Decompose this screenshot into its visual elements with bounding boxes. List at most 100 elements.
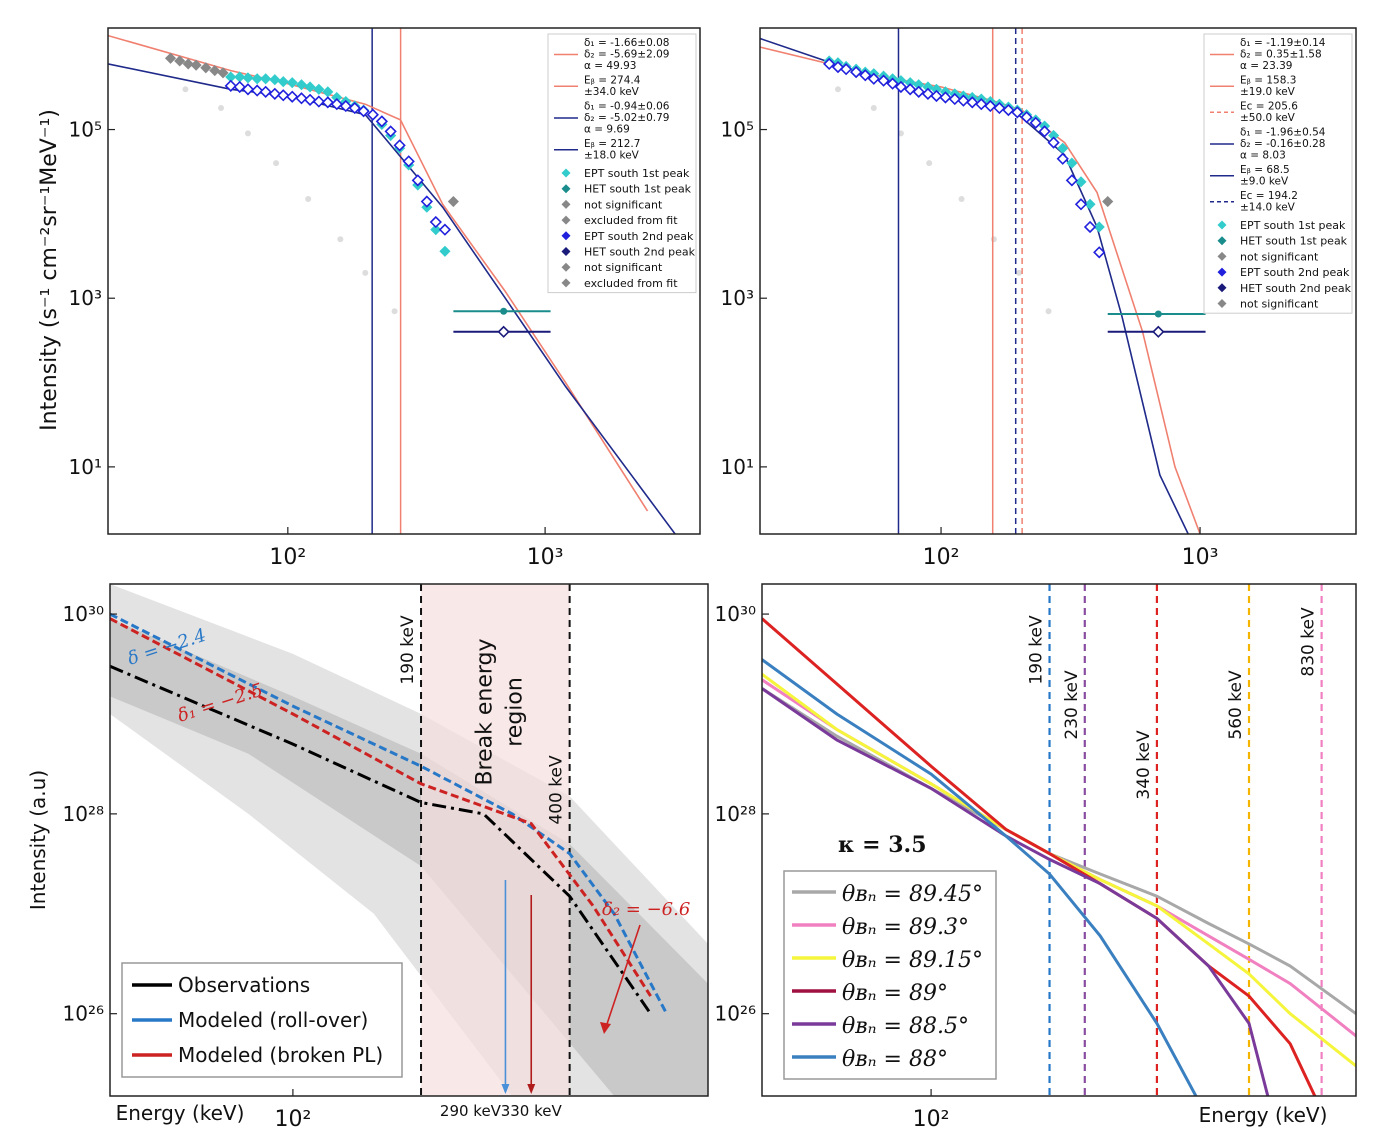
break-arrow-label: 330 keV (501, 1102, 563, 1120)
legend-entry: Eᵦ = 68.5 (1240, 164, 1290, 176)
background-data-point (870, 105, 877, 112)
data-point (321, 96, 334, 109)
data-point (867, 72, 880, 85)
legend-marker-swatch (1217, 267, 1227, 277)
data-point (1029, 116, 1042, 130)
plot-frame (759, 27, 1357, 535)
data-point (200, 62, 212, 74)
x-tick-label: 10³ (1182, 545, 1219, 570)
fit-line (760, 46, 1201, 534)
data-point (190, 59, 202, 71)
y-tick-label: 10¹ (69, 455, 102, 479)
y-tick-label: 10²⁸ (715, 802, 756, 826)
break-energy-region-label: Break energy (472, 638, 497, 785)
y-tick-label: 10²⁶ (715, 1002, 756, 1026)
legend-entry: ±14.0 keV (1240, 202, 1296, 214)
legend-entry: HET south 1st peak (584, 183, 692, 196)
legend-entry: excluded from fit (584, 214, 678, 227)
legend-marker-swatch (561, 199, 571, 209)
data-point (1038, 125, 1051, 138)
legend-entry: δ₂ = -0.16±0.28 (1240, 138, 1325, 150)
legend-entry: α = 9.69 (584, 124, 630, 136)
legend-entry: θʙₙ = 89.45° (842, 882, 983, 907)
data-point (439, 245, 451, 257)
data-point (1093, 221, 1105, 233)
data-point (1020, 111, 1033, 124)
background-data-point (958, 196, 965, 203)
legend-entry: not significant (1240, 250, 1319, 263)
legend-marker-swatch (561, 262, 571, 272)
data-point (295, 92, 308, 105)
background-data-point (244, 130, 251, 137)
background-data-point (1016, 269, 1023, 276)
background-data-point (990, 236, 997, 243)
legend-entry: Modeled (roll-over) (178, 1008, 368, 1032)
legend-entry: α = 49.93 (584, 60, 636, 72)
legend-entry: ±50.0 keV (1240, 112, 1296, 124)
legend-entry: Modeled (broken PL) (178, 1043, 383, 1067)
background-data-point (897, 130, 904, 137)
legend-entry: EPT south 1st peak (1240, 219, 1346, 232)
data-point (182, 58, 194, 70)
legend-entry: Eᵦ = 212.7 (584, 138, 640, 150)
data-point (1074, 198, 1088, 211)
legend-box (1203, 33, 1353, 314)
legend-entry: θʙₙ = 89.3° (842, 915, 969, 940)
break-energy-region (421, 584, 570, 1096)
data-point (224, 79, 237, 92)
legend-entry: ±34.0 keV (584, 86, 640, 98)
background-data-point (218, 105, 225, 112)
break-arrow-head (501, 1084, 510, 1094)
kappa-label: κ = 3.5 (838, 832, 927, 858)
legend-entry: Eᴄ = 194.2 (1240, 190, 1298, 202)
data-point (269, 74, 281, 86)
break-arrow-head (527, 1084, 536, 1094)
x-axis-label-bottom-left: Energy (keV) (116, 1101, 245, 1125)
legend-entry: θʙₙ = 88.5° (842, 1014, 969, 1039)
data-point (251, 73, 263, 85)
data-point (277, 89, 290, 102)
y-tick-label: 10⁵ (69, 118, 102, 142)
data-point (438, 223, 452, 236)
legend-entry: Eᴄ = 205.6 (1240, 101, 1298, 113)
data-point (993, 101, 1006, 115)
plot-frame (109, 583, 709, 1097)
data-point (375, 115, 388, 128)
data-point (1011, 106, 1024, 119)
legend-entry: θʙₙ = 88° (842, 1047, 948, 1072)
y-tick-label: 10²⁶ (63, 1002, 104, 1026)
data-point (939, 91, 952, 104)
data-point (859, 69, 872, 82)
data-point (1065, 174, 1079, 187)
legend-marker-swatch (561, 278, 571, 288)
legend-box (783, 870, 997, 1080)
panel-bottom-right: 190 keV 230 keV 340 keV 560 keV 830 keV κ = 3… (715, 583, 1357, 1132)
legend-marker-swatch (1217, 236, 1227, 246)
data-point (839, 63, 853, 76)
y-tick-label: 10³⁰ (63, 602, 104, 626)
data-point (339, 99, 352, 113)
energy-line-label: 340 keV (1134, 730, 1154, 800)
x-tick-label: 10² (913, 1107, 950, 1132)
data-point (174, 55, 186, 67)
data-point (420, 195, 433, 208)
data-point (849, 65, 863, 79)
model-line (110, 664, 652, 1015)
legend-entry: excluded from fit (584, 277, 678, 290)
x-tick-label: 10³ (527, 545, 564, 570)
data-point (217, 67, 229, 79)
data-point (295, 79, 308, 91)
data-point (286, 90, 299, 103)
break-energy-region-label: region (502, 677, 527, 747)
data-point (251, 84, 264, 97)
model-line (762, 687, 1270, 1096)
data-point (1083, 220, 1097, 234)
legend-marker-swatch (1217, 299, 1227, 308)
y-axis-label-top: Intensity (s⁻¹ cm⁻²sr⁻¹MeV⁻¹) (37, 109, 62, 431)
background-data-point (337, 236, 344, 243)
legend-entry: δ₂ = -5.69±2.09 (584, 49, 669, 61)
legend-entry: ±19.0 keV (1240, 86, 1296, 98)
